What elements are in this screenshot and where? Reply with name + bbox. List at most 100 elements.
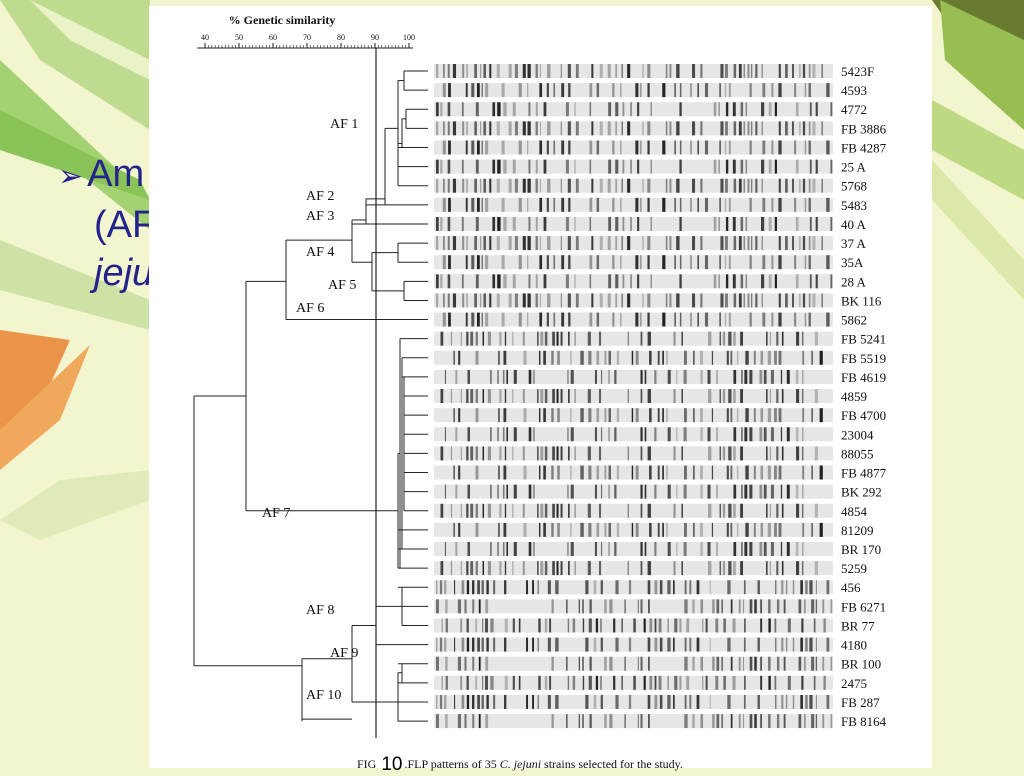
gel-band (811, 599, 815, 614)
gel-band (596, 522, 600, 537)
gel-band (543, 522, 546, 537)
gel-band (755, 178, 758, 193)
gel-band (738, 293, 742, 308)
gel-band (557, 350, 560, 365)
gel-band (630, 102, 632, 117)
gel-band (697, 312, 699, 327)
gel-band (527, 197, 529, 212)
gel-band (821, 64, 823, 78)
gel-band (628, 580, 632, 595)
gel-band (570, 408, 572, 423)
gel-band (621, 293, 623, 308)
gel-band (732, 274, 736, 289)
gel-band (774, 618, 777, 633)
gel-band (759, 427, 763, 442)
gel-band (560, 293, 562, 308)
gel-band (466, 389, 469, 404)
gel-band (662, 83, 666, 98)
gel-band (690, 312, 692, 327)
gel-band (728, 255, 731, 270)
gel-band (802, 64, 806, 78)
gel-band (640, 427, 643, 442)
gel-band (621, 236, 623, 251)
gel-band (683, 369, 687, 384)
gel-band (776, 503, 779, 518)
gel-band (489, 293, 492, 308)
gel-band (574, 102, 576, 117)
gel-band (700, 542, 703, 556)
gel-band (440, 446, 444, 461)
gel-band (591, 293, 594, 308)
gel-band (615, 293, 618, 308)
gel-band (499, 446, 502, 461)
gel-band (450, 561, 453, 576)
gel-band (450, 446, 453, 461)
gel-band (570, 465, 572, 480)
gel-band (639, 140, 642, 155)
gel-band (567, 178, 571, 193)
gel-band (627, 64, 631, 78)
gel-band (503, 159, 507, 174)
gel-band (716, 427, 719, 442)
strain-label: 35A (841, 255, 864, 270)
gel-band (700, 178, 703, 193)
gel-lane (434, 121, 833, 136)
gel-band (745, 465, 749, 480)
gel-band (741, 542, 743, 556)
gel-band (544, 446, 548, 461)
gel-band (589, 599, 592, 614)
gel-band (540, 561, 544, 576)
gel-band (546, 140, 549, 155)
strain-label: 4772 (841, 102, 867, 117)
gel-band (485, 83, 489, 98)
gel-band (761, 236, 763, 251)
gel-band (567, 484, 569, 499)
gel-band (440, 503, 444, 518)
gel-band (482, 561, 485, 576)
gel-band (620, 255, 622, 270)
strain-label: 5259 (841, 561, 867, 576)
gel-band (722, 389, 726, 404)
gel-band (769, 561, 771, 576)
gel-band (676, 121, 680, 136)
gel-band (798, 656, 802, 671)
gel-band (733, 236, 737, 251)
gel-band (749, 369, 753, 384)
gel-band (604, 522, 607, 537)
gel-band (631, 465, 634, 480)
gel-band (436, 293, 439, 308)
gel-band (766, 331, 768, 346)
gel-band (566, 599, 568, 614)
gel-band (552, 446, 555, 461)
gel-band (700, 350, 703, 365)
gel-band (811, 408, 813, 423)
gel-band (770, 369, 774, 384)
gel-band (497, 159, 501, 174)
gel-band (738, 178, 742, 193)
gel-band (535, 236, 538, 251)
gel-band (654, 369, 657, 384)
gel-band (578, 656, 580, 671)
gel-band (596, 465, 600, 480)
gel-band (647, 197, 650, 212)
gel-band (493, 694, 496, 709)
gel-band (707, 484, 711, 499)
gel-band (801, 503, 804, 518)
gel-band (700, 427, 703, 442)
gel-band (815, 159, 818, 174)
gel-band (781, 389, 784, 404)
gel-band (561, 140, 565, 155)
gel-band (600, 580, 603, 595)
gel-band (684, 522, 687, 537)
gel-band (497, 216, 501, 231)
gel-band (733, 121, 737, 136)
gel-band (475, 503, 478, 518)
gel-band (647, 561, 651, 576)
gel-band (553, 312, 556, 327)
gel-band (674, 675, 678, 690)
gel-band (728, 197, 731, 212)
gel-band (761, 178, 763, 193)
gel-band (813, 675, 816, 690)
gel-band (676, 369, 678, 384)
gel-band (718, 216, 720, 231)
